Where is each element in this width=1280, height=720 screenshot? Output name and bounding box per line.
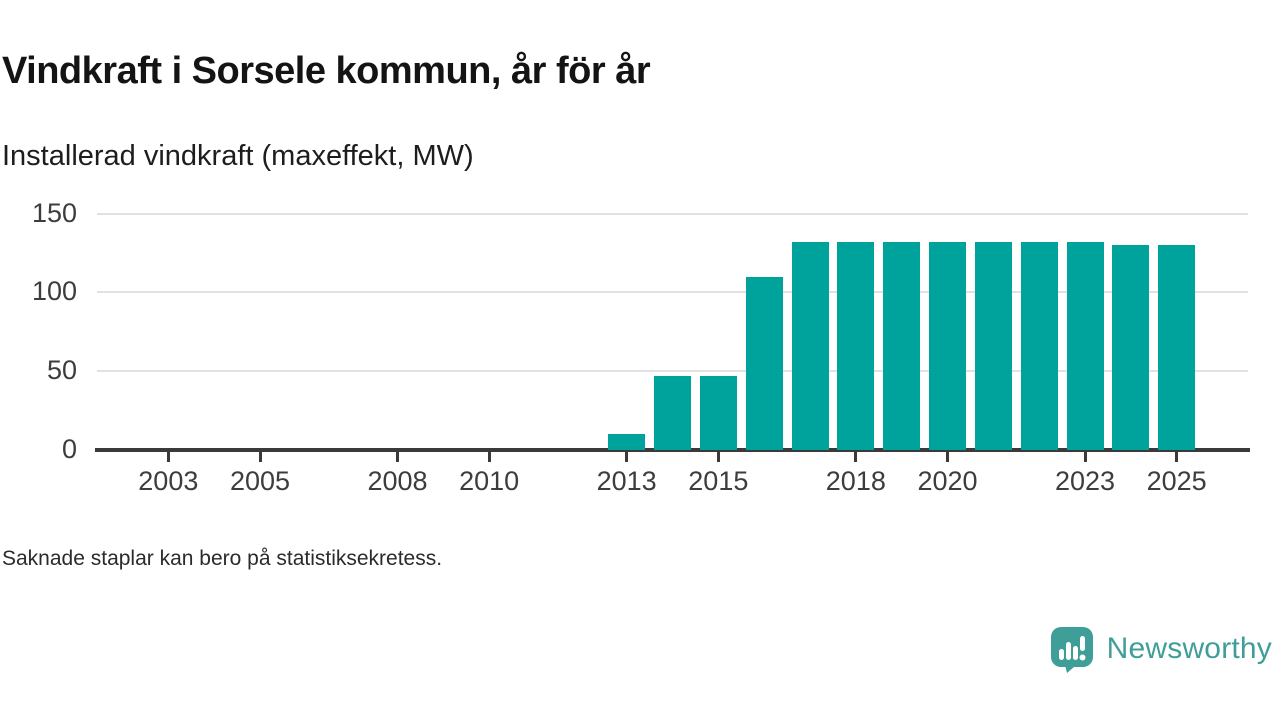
x-tick-label-2020: 2020 [917, 466, 978, 496]
x-tick-label-2010: 2010 [459, 466, 520, 496]
chart-subtitle: Installerad vindkraft (maxeffekt, MW) [2, 140, 474, 172]
brand-lockup: Newsworthy [1049, 625, 1272, 673]
x-tick-label-2015: 2015 [688, 466, 749, 496]
x-tick-2025 [1175, 452, 1179, 462]
bar-2014 [654, 375, 691, 450]
bar-2019 [883, 241, 921, 450]
y-tick-label-150: 150 [31, 197, 77, 228]
bar-2021 [974, 241, 1012, 450]
bar-2013 [608, 434, 646, 450]
gridline-150 [97, 212, 1248, 215]
bar-2025 [1158, 245, 1196, 450]
gridline-50 [97, 370, 1248, 373]
brand-name: Newsworthy [1106, 632, 1272, 665]
bar-2024 [1112, 245, 1150, 450]
bar-2023 [1066, 241, 1104, 450]
y-tick-label-50: 50 [46, 355, 77, 386]
bar-2018 [837, 241, 875, 450]
bar-2017 [791, 241, 829, 450]
bar-2022 [1020, 241, 1058, 450]
bar-2015 [699, 375, 737, 450]
chart-title: Vindkraft i Sorsele kommun, år för år [2, 50, 651, 92]
x-tick-2015 [716, 452, 720, 462]
x-tick-2020 [946, 452, 949, 462]
plot-area: 2003 2005 2008 2010 2013 2015 2018 2020 2023 2025 [95, 200, 1250, 496]
x-tick-2003 [166, 452, 170, 462]
x-tick-label-2025: 2025 [1146, 466, 1207, 496]
x-tick-label-2003: 2003 [138, 466, 199, 496]
x-tick-2010 [487, 452, 491, 462]
x-tick-2008 [396, 452, 399, 462]
newsworthy-logo-icon [1050, 627, 1093, 673]
x-axis-line [95, 448, 1250, 452]
x-tick-label-2005: 2005 [229, 466, 291, 496]
x-tick-2013 [625, 452, 629, 462]
x-tick-2018 [854, 452, 858, 462]
x-tick-label-2008: 2008 [367, 466, 428, 496]
x-tick-label-2013: 2013 [596, 466, 657, 496]
gridline-100 [97, 291, 1248, 294]
x-tick-2005 [258, 452, 262, 462]
x-tick-label-2023: 2023 [1054, 466, 1116, 496]
bar-2016 [745, 276, 783, 450]
x-tick-label-2018: 2018 [825, 466, 886, 496]
x-tick-2023 [1083, 452, 1087, 462]
y-tick-label-0: 0 [61, 434, 77, 464]
y-tick-label-100: 100 [31, 276, 77, 307]
chart-footnote: Saknade staplar kan bero på statistiksek… [2, 547, 443, 570]
bar-2020 [929, 241, 966, 450]
